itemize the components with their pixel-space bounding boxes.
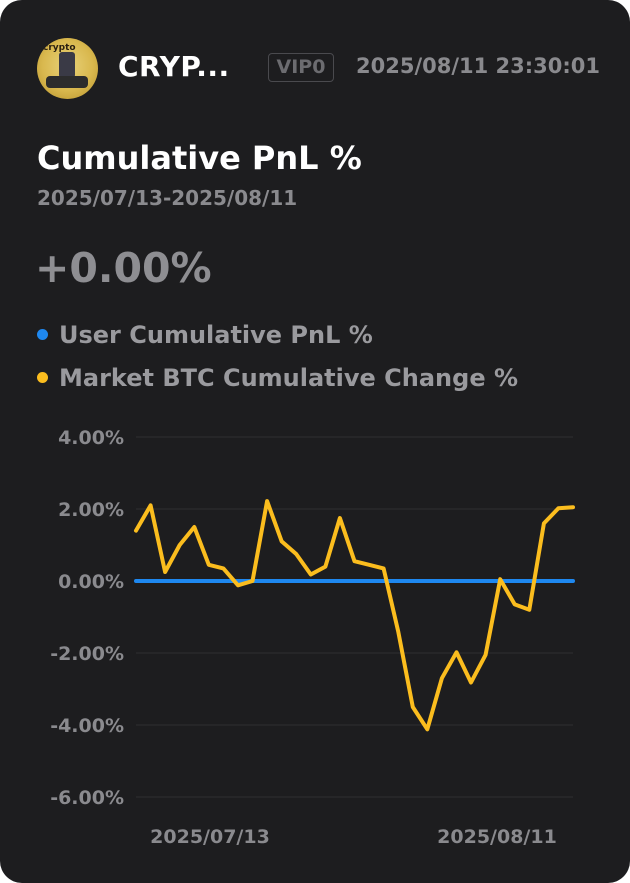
pnl-value: +0.00%	[35, 244, 212, 292]
x-tick-label: 2025/08/11	[437, 826, 557, 848]
x-tick-label: 2025/07/13	[150, 826, 270, 848]
y-tick-label: 4.00%	[58, 427, 124, 449]
vip-badge: VIP0	[268, 53, 334, 82]
avatar-logo-text: crypto	[43, 43, 76, 53]
legend-label-market: Market BTC Cumulative Change %	[59, 363, 518, 392]
chart-legend: User Cumulative PnL % Market BTC Cumulat…	[37, 320, 518, 406]
timestamp: 2025/08/11 23:30:01	[356, 54, 601, 78]
y-tick-label: -6.00%	[50, 787, 124, 809]
y-tick-label: -4.00%	[50, 715, 124, 737]
legend-item-user: User Cumulative PnL %	[37, 320, 518, 349]
y-tick-label: 0.00%	[58, 571, 124, 593]
legend-item-market: Market BTC Cumulative Change %	[37, 363, 518, 392]
legend-dot-user	[37, 329, 48, 340]
date-range: 2025/07/13-2025/08/11	[37, 186, 298, 210]
legend-dot-market	[37, 372, 48, 383]
username: CRYP...	[118, 50, 230, 83]
y-tick-label: 2.00%	[58, 499, 124, 521]
y-tick-label: -2.00%	[50, 643, 124, 665]
series-line-market	[134, 499, 575, 732]
legend-label-user: User Cumulative PnL %	[59, 320, 373, 349]
avatar[interactable]: crypto	[37, 38, 98, 99]
page-title: Cumulative PnL %	[37, 139, 362, 177]
